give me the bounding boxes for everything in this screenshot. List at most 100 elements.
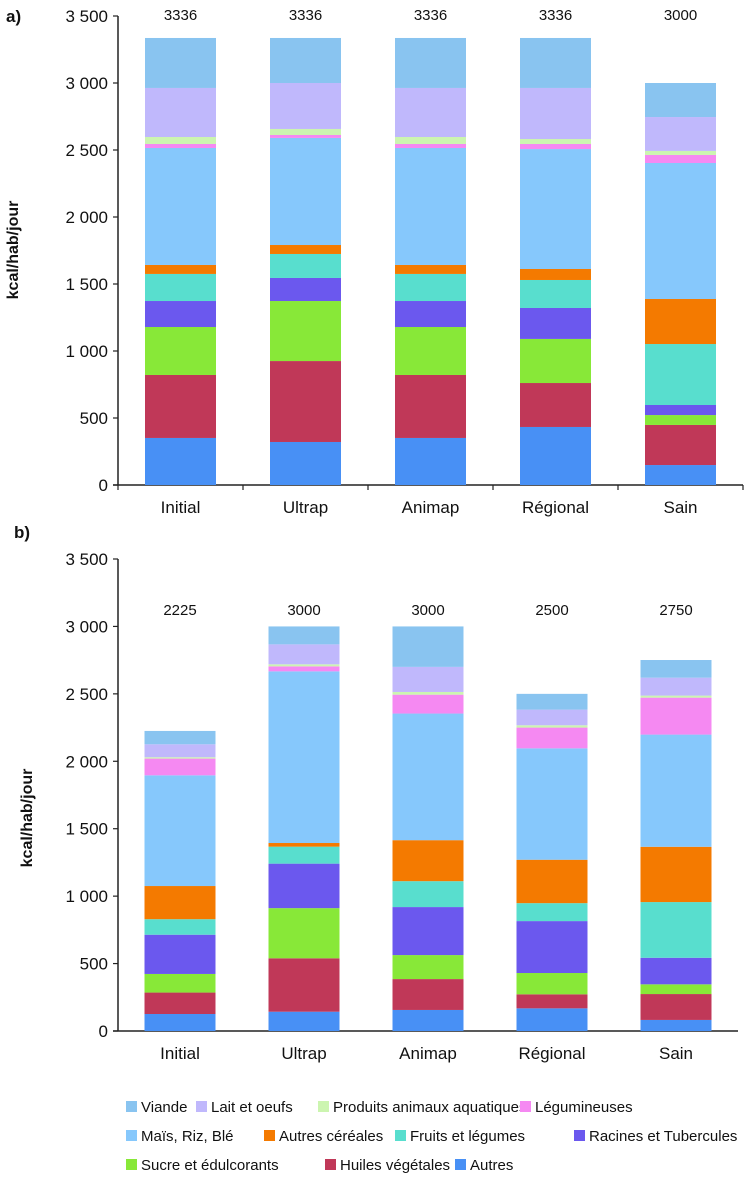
legend-swatch (264, 1130, 275, 1141)
bar-segment-autres (144, 1014, 216, 1031)
bar-segment-legumineuses (270, 134, 341, 138)
bar-segment-autres-cereales (270, 245, 341, 254)
bar-segment-produits-animaux-aquatiques (640, 695, 712, 698)
legend-label: Viande (141, 1099, 187, 1116)
y-tick-label-a: 2 000 (65, 208, 108, 227)
total-label-a: 3336 (539, 7, 572, 24)
bar-segment-produits-animaux-aquatiques (268, 664, 340, 667)
panel-label-a: a) (6, 7, 21, 26)
bar-segment-racines-et-tubercules (144, 934, 216, 974)
bar-segment-racines-et-tubercules (645, 405, 716, 416)
category-label-a: Animap (402, 498, 460, 517)
bar-segment-huiles-vegetales (392, 979, 464, 1010)
bar-segment-huiles-vegetales (645, 424, 716, 466)
bar-segment-sucre-et-edulcorants (270, 301, 341, 362)
bar-segment-sucre-et-edulcorants (392, 955, 464, 980)
y-tick-label-b: 500 (80, 955, 108, 974)
category-label-a: Régional (522, 498, 589, 517)
bar-segment-autres (392, 1009, 464, 1031)
bar-segment-mais-riz-ble (645, 162, 716, 300)
y-tick-label-a: 1 500 (65, 275, 108, 294)
bar-segment-produits-animaux-aquatiques (270, 128, 341, 135)
bar-segment-mais-riz-ble (640, 734, 712, 847)
legend-label: Racines et Tubercules (589, 1128, 737, 1145)
bar-segment-produits-animaux-aquatiques (520, 139, 591, 144)
y-tick-label-a: 0 (99, 476, 108, 495)
legend-swatch (126, 1159, 137, 1170)
bar-segment-viande (144, 730, 216, 745)
bar-segment-fruits-et-legumes (395, 273, 466, 302)
category-label-b: Sain (659, 1044, 693, 1063)
category-label-a: Ultrap (283, 498, 328, 517)
bar-segment-racines-et-tubercules (520, 307, 591, 339)
y-axis-label-b: kcal/hab/jour (19, 769, 36, 868)
total-label-a: 3336 (414, 7, 447, 24)
bar-segment-viande (516, 693, 588, 710)
bar-segment-viande (145, 37, 216, 88)
legend-swatch (455, 1159, 466, 1170)
bar-segment-huiles-vegetales (145, 374, 216, 438)
bar-segment-legumineuses (640, 697, 712, 735)
bar-segment-lait-et-oeufs (645, 117, 716, 151)
bar-segment-fruits-et-legumes (145, 273, 216, 302)
legend-label: Maïs, Riz, Blé (141, 1128, 234, 1145)
category-label-a: Sain (663, 498, 697, 517)
bar-segment-sucre-et-edulcorants (640, 984, 712, 995)
bar-segment-huiles-vegetales (144, 992, 216, 1015)
bar-segment-legumineuses (395, 143, 466, 148)
bar-segment-racines-et-tubercules (516, 921, 588, 974)
legend-label: Autres céréales (279, 1128, 383, 1145)
bar-segment-viande (640, 660, 712, 678)
legend-label: Fruits et légumes (410, 1128, 525, 1145)
bar-segment-racines-et-tubercules (392, 907, 464, 956)
bar-segment-huiles-vegetales (270, 361, 341, 442)
y-tick-label-b: 2 000 (65, 752, 108, 771)
bar-segment-lait-et-oeufs (640, 677, 712, 696)
legend-swatch (318, 1101, 329, 1112)
bar-segment-sucre-et-edulcorants (645, 415, 716, 425)
bar-segment-mais-riz-ble (516, 748, 588, 860)
bar-segment-mais-riz-ble (145, 147, 216, 265)
y-tick-label-b: 3 500 (65, 550, 108, 569)
bar-segment-autres (645, 465, 716, 485)
bar-segment-fruits-et-legumes (645, 344, 716, 406)
bar-segment-viande (645, 83, 716, 118)
bar-segment-sucre-et-edulcorants (268, 908, 340, 959)
bar-segment-autres (516, 1008, 588, 1031)
total-label-b: 3000 (411, 602, 444, 619)
y-tick-label-a: 2 500 (65, 141, 108, 160)
bar-segment-autres (395, 437, 466, 485)
bar-segment-produits-animaux-aquatiques (145, 137, 216, 144)
bar-segment-viande (270, 37, 341, 83)
bar-segment-sucre-et-edulcorants (395, 327, 466, 375)
panel-label-b: b) (14, 523, 30, 542)
bar-segment-lait-et-oeufs (392, 666, 464, 692)
bar-segment-mais-riz-ble (395, 147, 466, 265)
bar-segment-huiles-vegetales (520, 383, 591, 427)
legend-label: Lait et oeufs (211, 1099, 293, 1116)
bar-segment-fruits-et-legumes (640, 902, 712, 958)
bar-segment-produits-animaux-aquatiques (144, 757, 216, 759)
bar-segment-lait-et-oeufs (145, 87, 216, 138)
bar-segment-legumineuses (392, 694, 464, 714)
bar-segment-autres (145, 437, 216, 485)
y-axis-label-a: kcal/hab/jour (5, 201, 22, 300)
bar-segment-autres-cereales (645, 299, 716, 345)
bar-segment-mais-riz-ble (392, 713, 464, 841)
bar-segment-viande (395, 37, 466, 88)
bar-segment-sucre-et-edulcorants (144, 973, 216, 993)
bar-segment-huiles-vegetales (516, 994, 588, 1009)
bar-segment-fruits-et-legumes (268, 846, 340, 864)
category-label-a: Initial (161, 498, 201, 517)
category-label-b: Régional (518, 1044, 585, 1063)
bar-segment-fruits-et-legumes (520, 279, 591, 308)
legend-label: Produits animaux aquatiques (333, 1099, 526, 1116)
category-label-b: Animap (399, 1044, 457, 1063)
legend-swatch (196, 1101, 207, 1112)
bar-segment-autres-cereales (145, 264, 216, 274)
bar-segment-lait-et-oeufs (516, 709, 588, 726)
bar-segment-huiles-vegetales (640, 994, 712, 1020)
bar-segment-legumineuses (516, 727, 588, 749)
bar-segment-lait-et-oeufs (395, 87, 466, 138)
total-label-b: 3000 (287, 602, 320, 619)
